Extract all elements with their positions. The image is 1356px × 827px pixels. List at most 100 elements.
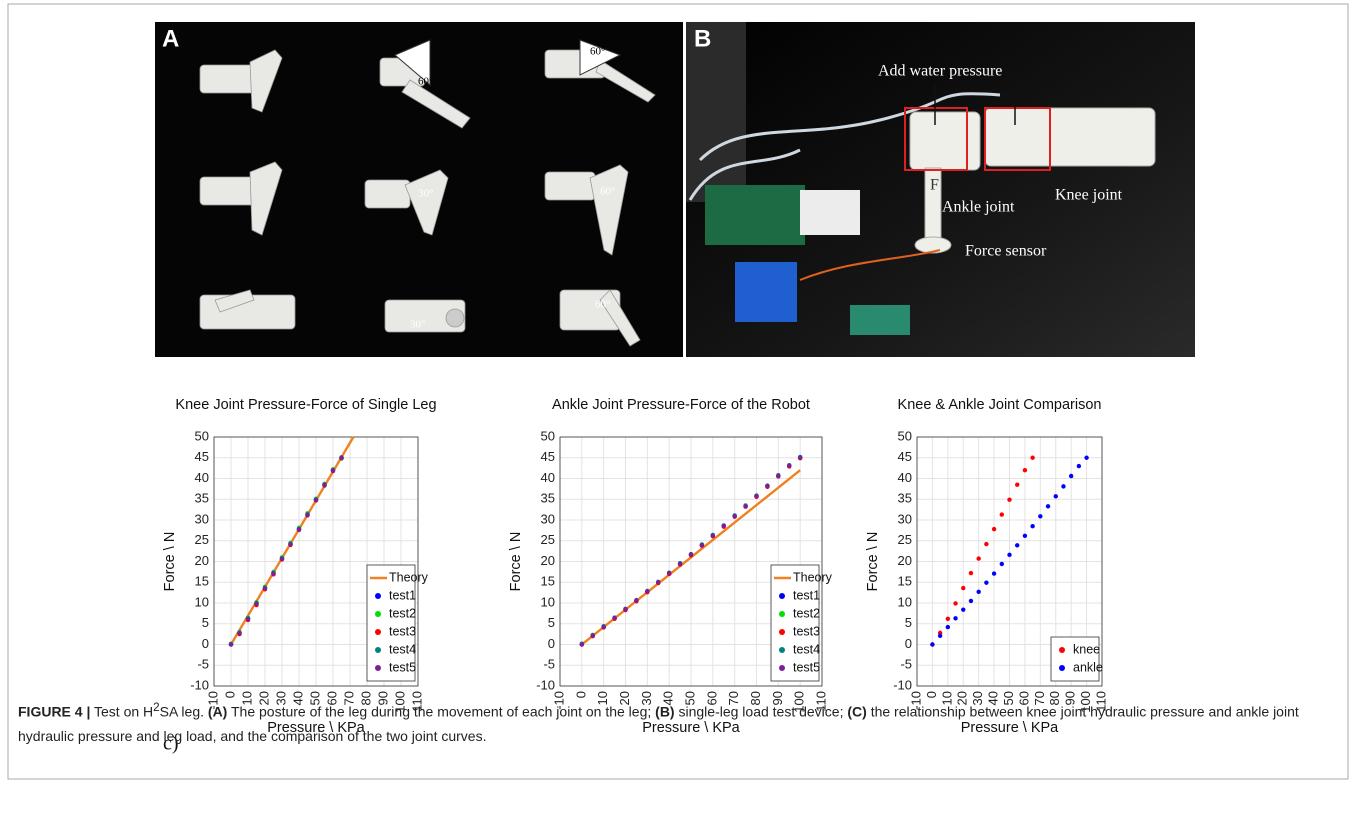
y-tick-label: 40 <box>195 470 209 485</box>
y-tick-label: 35 <box>898 491 912 506</box>
y-tick-label: 15 <box>541 574 555 589</box>
data-point <box>1054 494 1058 498</box>
y-tick-label: 25 <box>541 532 555 547</box>
y-tick-label: 5 <box>548 615 555 630</box>
panel-label: B <box>694 25 711 52</box>
data-point <box>634 598 638 602</box>
data-point <box>700 543 704 547</box>
data-point <box>1000 512 1004 516</box>
angle-label: 60° <box>590 46 605 58</box>
y-axis-label: Force \ N <box>508 532 524 592</box>
data-point <box>601 625 605 629</box>
legend-marker <box>375 629 381 635</box>
data-point <box>798 456 802 460</box>
data-point <box>953 601 957 605</box>
photo-annotation: Knee joint <box>1055 187 1123 204</box>
y-tick-label: 25 <box>195 532 209 547</box>
photo-annotation: Force sensor <box>965 243 1047 260</box>
data-point <box>229 642 233 646</box>
data-point <box>237 631 241 635</box>
data-point <box>722 524 726 528</box>
data-point <box>1015 483 1019 487</box>
y-tick-label: 50 <box>195 428 209 443</box>
legend-label: ankle <box>1073 660 1103 674</box>
data-point <box>288 542 292 546</box>
caption-text: Test on H <box>94 704 153 720</box>
data-point <box>1030 524 1034 528</box>
data-point <box>580 642 584 646</box>
data-point <box>961 586 965 590</box>
y-tick-label: 20 <box>195 553 209 568</box>
y-tick-label: 0 <box>548 636 555 651</box>
y-tick-label: 15 <box>898 574 912 589</box>
data-point <box>711 534 715 538</box>
y-axis-label: Force \ N <box>162 532 178 592</box>
data-point <box>1069 474 1073 478</box>
y-tick-label: 35 <box>541 491 555 506</box>
data-point <box>1015 543 1019 547</box>
data-point <box>743 504 747 508</box>
legend-marker <box>779 593 785 599</box>
data-point <box>623 607 627 611</box>
legend-label: test4 <box>389 642 416 656</box>
data-point <box>976 556 980 560</box>
data-point <box>765 484 769 488</box>
legend-label: test3 <box>793 624 820 638</box>
data-point <box>271 571 275 575</box>
data-point <box>946 617 950 621</box>
legend-label: knee <box>1073 642 1100 656</box>
data-point <box>322 483 326 487</box>
y-tick-label: 45 <box>195 449 209 464</box>
angle-label: 60° <box>600 186 615 198</box>
legend-label: Theory <box>793 570 833 584</box>
y-tick-label: 40 <box>898 470 912 485</box>
legend-marker <box>1059 665 1065 671</box>
y-axis-label: Force \ N <box>865 532 881 592</box>
chart-title: Knee & Ankle Joint Comparison <box>898 397 1102 413</box>
data-point <box>1023 468 1027 472</box>
data-point <box>678 562 682 566</box>
data-point <box>1046 504 1050 508</box>
data-point <box>297 527 301 531</box>
legend-marker <box>375 611 381 617</box>
legend-label: test4 <box>793 642 820 656</box>
y-tick-label: 20 <box>541 553 555 568</box>
y-tick-label: 50 <box>898 428 912 443</box>
data-point <box>305 513 309 517</box>
legend-marker <box>779 665 785 671</box>
data-point <box>938 634 942 638</box>
caption-text: SA leg. <box>160 704 204 720</box>
legend-label: test3 <box>389 624 416 638</box>
y-tick-label: 30 <box>898 511 912 526</box>
y-tick-label: 5 <box>905 615 912 630</box>
legend-label: test5 <box>793 660 820 674</box>
data-point <box>1077 464 1081 468</box>
y-tick-label: -10 <box>893 677 912 692</box>
data-point <box>754 494 758 498</box>
data-point <box>280 557 284 561</box>
caption-label: (C) <box>847 704 866 720</box>
photo-annotation: Ankle joint <box>942 199 1015 216</box>
y-tick-label: 10 <box>541 594 555 609</box>
y-tick-label: 10 <box>195 594 209 609</box>
data-point <box>969 571 973 575</box>
angle-label: 30° <box>410 319 425 331</box>
angle-label: 60° <box>595 299 610 311</box>
y-tick-label: 20 <box>898 553 912 568</box>
data-point <box>776 474 780 478</box>
legend-marker <box>779 647 785 653</box>
data-point <box>689 552 693 556</box>
data-point <box>984 542 988 546</box>
y-tick-label: -5 <box>900 657 912 672</box>
data-point <box>1023 534 1027 538</box>
data-point <box>992 527 996 531</box>
data-point <box>787 463 791 467</box>
legend-label: Theory <box>389 570 429 584</box>
legend-label: test5 <box>389 660 416 674</box>
y-tick-label: 5 <box>202 615 209 630</box>
y-tick-label: -5 <box>197 657 209 672</box>
y-tick-label: 50 <box>541 428 555 443</box>
caption: FIGURE 4 | Test on H2SA leg. (A) The pos… <box>18 696 1318 748</box>
data-point <box>969 599 973 603</box>
data-point <box>1007 553 1011 557</box>
